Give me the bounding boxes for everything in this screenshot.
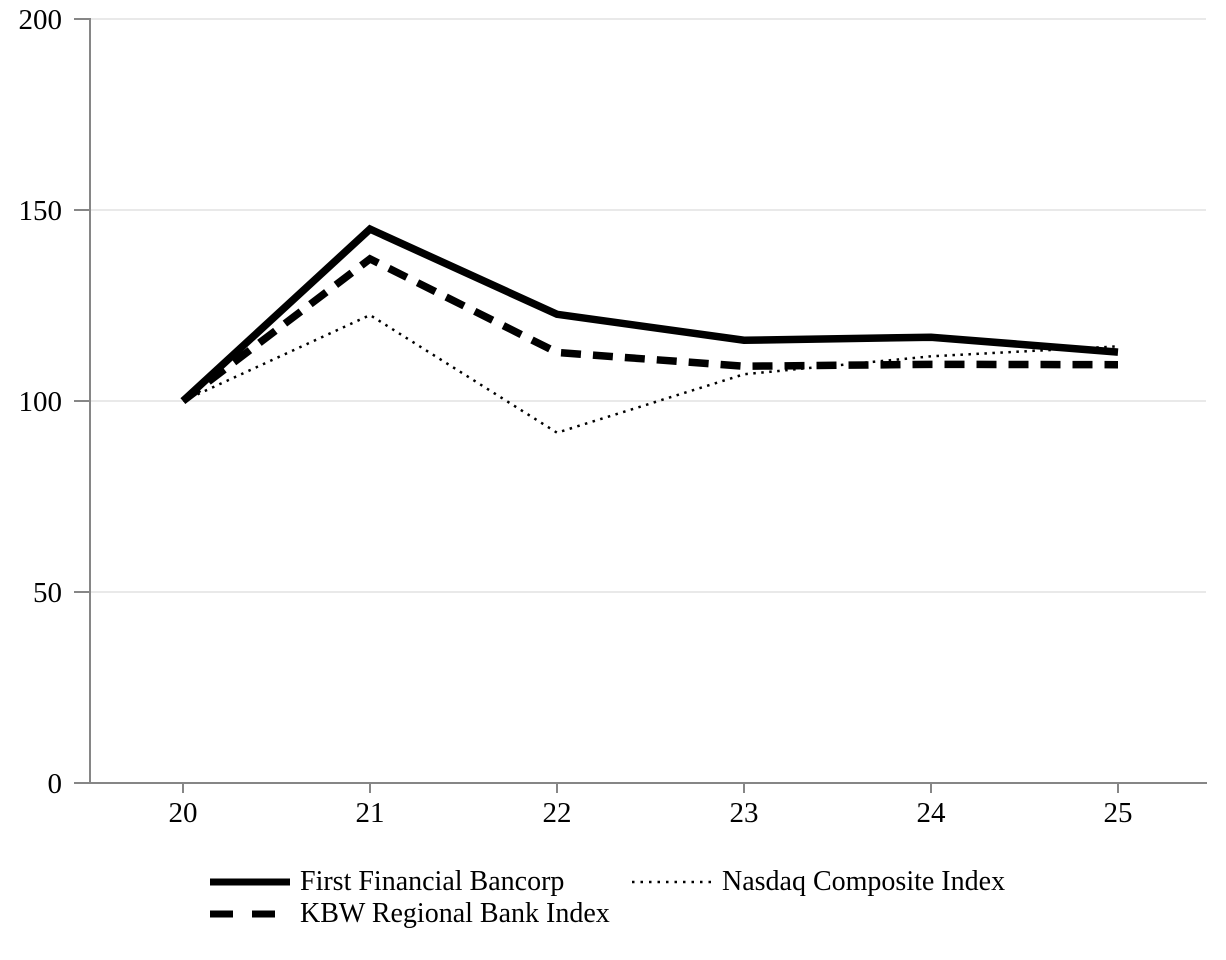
total-return-line-chart: 0 50 100 150 200 20 21 22 23 24 25 xyxy=(19,4,1207,829)
y-axis-label-0: 0 xyxy=(48,768,63,800)
y-axis-label-50: 50 xyxy=(33,577,62,609)
x-axis-label-23: 23 xyxy=(730,797,759,829)
legend-label-nasdaq-composite-index: Nasdaq Composite Index xyxy=(722,866,1006,897)
dashed-line-swatch-icon xyxy=(210,910,290,918)
dotted-line-swatch-icon xyxy=(632,880,712,884)
x-axis-label-24: 24 xyxy=(917,797,947,829)
series-line-kbw-regional-bank-index xyxy=(180,254,1119,404)
x-axis-label-25: 25 xyxy=(1104,797,1133,829)
x-axis-label-20: 20 xyxy=(169,797,198,829)
series-line-nasdaq-composite-index xyxy=(182,313,1119,435)
legend-label-first-financial-bancorp: First Financial Bancorp xyxy=(300,866,565,897)
y-axis-label-150: 150 xyxy=(19,195,63,227)
solid-line-swatch-icon xyxy=(210,878,290,886)
chart-legend: First Financial Bancorp Nasdaq Composite… xyxy=(210,867,1005,929)
legend-item-nasdaq-composite-index: Nasdaq Composite Index xyxy=(632,867,1005,897)
legend-label-kbw-regional-bank-index: KBW Regional Bank Index xyxy=(300,898,610,929)
legend-item-first-financial-bancorp: First Financial Bancorp xyxy=(210,867,632,897)
y-axis-label-200: 200 xyxy=(19,4,63,36)
y-axis-label-100: 100 xyxy=(19,386,63,418)
legend-item-kbw-regional-bank-index: KBW Regional Bank Index xyxy=(210,899,632,929)
x-axis-label-21: 21 xyxy=(356,797,385,829)
x-axis-label-22: 22 xyxy=(543,797,572,829)
series-line-first-financial-bancorp xyxy=(180,224,1119,404)
